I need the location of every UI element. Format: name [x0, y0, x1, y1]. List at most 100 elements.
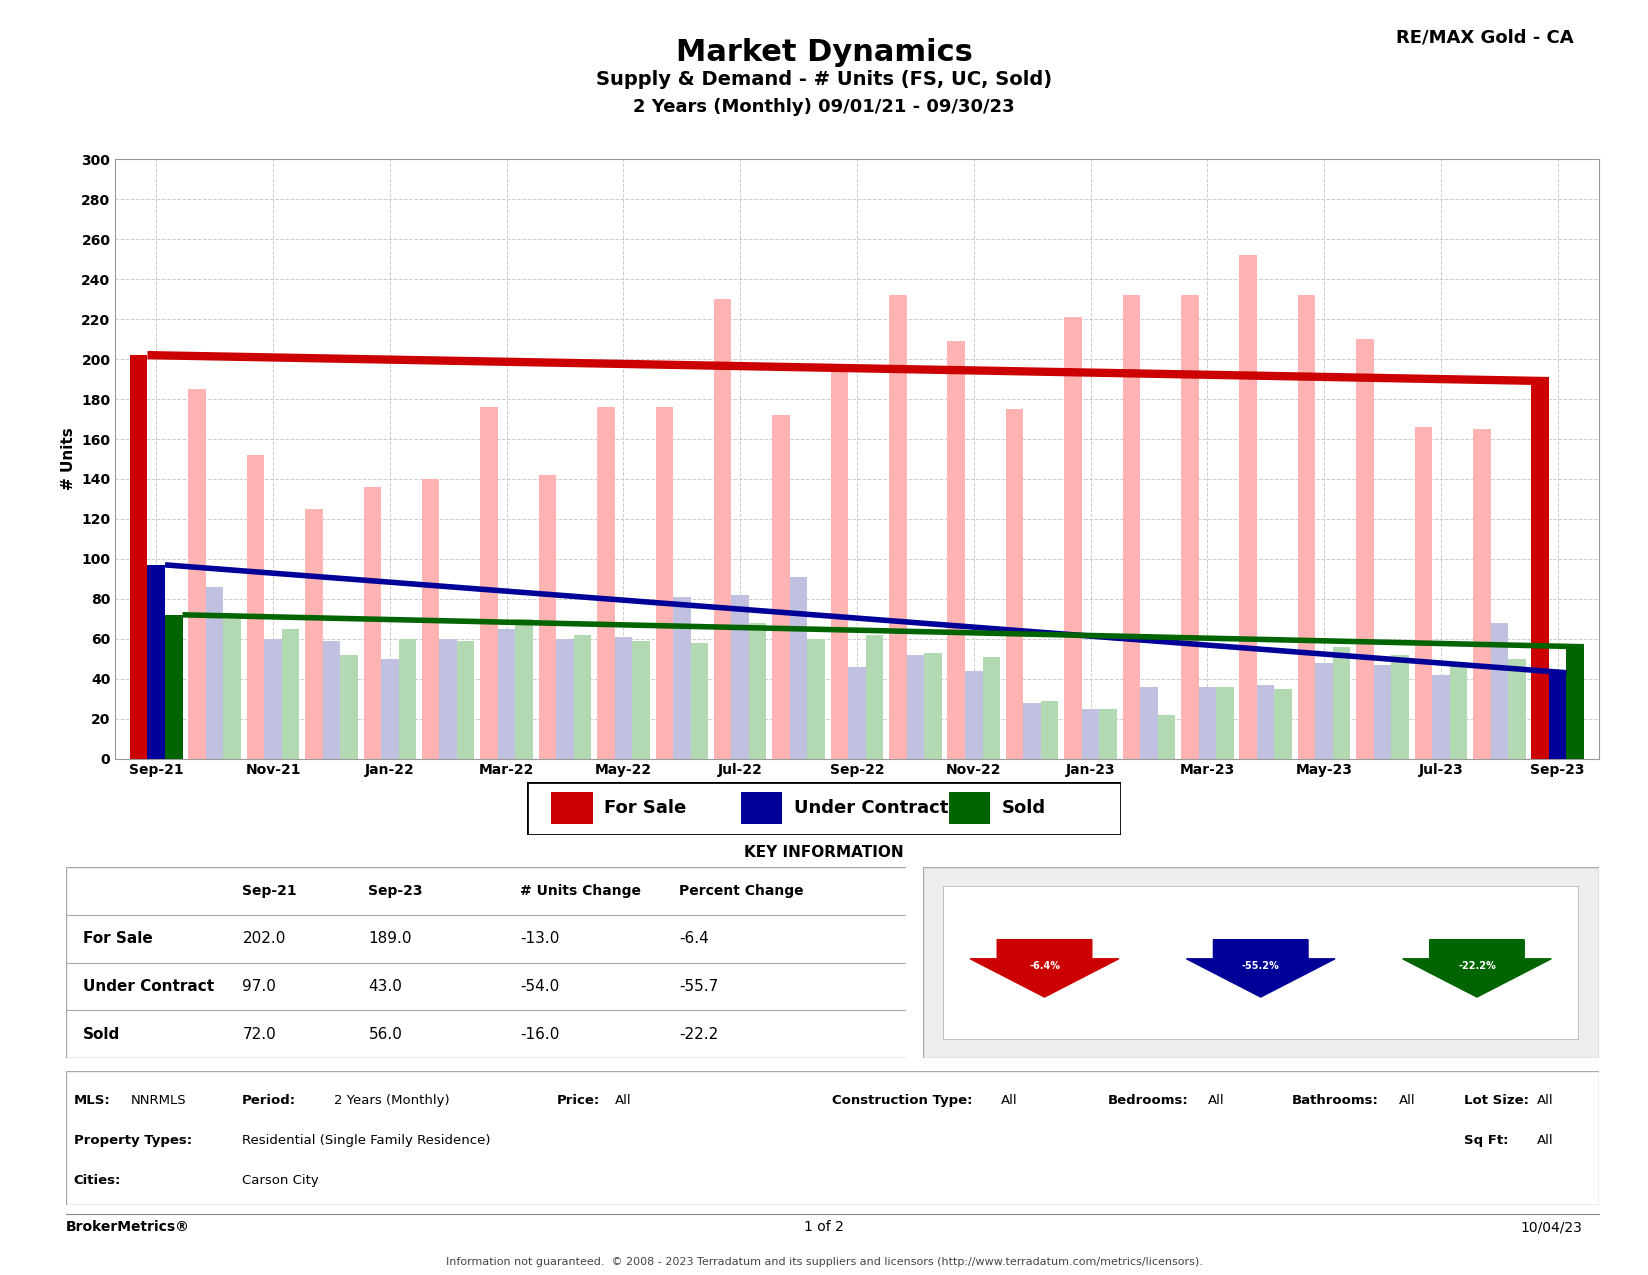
Text: -54.0: -54.0 [519, 979, 559, 995]
Text: For Sale: For Sale [1022, 923, 1066, 933]
FancyArrow shape [971, 940, 1119, 997]
Bar [597, 407, 615, 759]
Text: Sold: Sold [82, 1026, 120, 1042]
Bar [789, 576, 808, 759]
Bar [1473, 428, 1490, 759]
Bar [1257, 685, 1274, 759]
Text: 189.0: 189.0 [369, 931, 412, 946]
Text: Percent Change: Percent Change [679, 884, 804, 898]
Text: 10/04/23: 10/04/23 [1519, 1220, 1582, 1234]
Bar [130, 356, 147, 759]
Text: UC: UC [1252, 923, 1269, 933]
Bar [1065, 317, 1081, 759]
Text: Sold: Sold [1002, 799, 1046, 817]
Bar [456, 641, 475, 759]
Text: 2 Years (Monthly): 2 Years (Monthly) [335, 1094, 450, 1107]
Bar [865, 635, 883, 759]
Bar [633, 641, 649, 759]
Text: RE/MAX Gold - CA: RE/MAX Gold - CA [1396, 28, 1574, 46]
Bar [480, 407, 498, 759]
Text: Supply & Demand - # Units (FS, UC, Sold): Supply & Demand - # Units (FS, UC, Sold) [597, 70, 1051, 89]
Bar [557, 639, 574, 759]
Bar [1531, 381, 1549, 759]
Text: -22.2%: -22.2% [1458, 961, 1496, 972]
Bar [1299, 296, 1315, 759]
Text: NNRMLS: NNRMLS [130, 1094, 186, 1107]
Text: Sold: Sold [1465, 923, 1490, 933]
Bar [1315, 663, 1333, 759]
Bar [943, 886, 1579, 1039]
Bar [1567, 646, 1584, 759]
FancyArrow shape [1402, 940, 1551, 997]
Text: All: All [1399, 1094, 1416, 1107]
Bar [1042, 701, 1058, 759]
Bar [539, 476, 557, 759]
Bar [982, 657, 1000, 759]
Text: 1 of 2: 1 of 2 [804, 1220, 844, 1234]
Text: Bedrooms:: Bedrooms: [1107, 1094, 1188, 1107]
Text: -55.7: -55.7 [679, 979, 719, 995]
Bar [1023, 703, 1042, 759]
Bar [925, 653, 941, 759]
Bar [147, 565, 165, 759]
Bar [672, 597, 691, 759]
Y-axis label: # Units: # Units [61, 427, 76, 491]
Text: Residential (Single Family Residence): Residential (Single Family Residence) [242, 1135, 491, 1148]
Text: All: All [1538, 1135, 1554, 1148]
Text: Sq Ft:: Sq Ft: [1463, 1135, 1508, 1148]
Text: -55.2%: -55.2% [1243, 961, 1279, 972]
Text: -13.0: -13.0 [519, 931, 559, 946]
Text: -6.4: -6.4 [679, 931, 709, 946]
Bar [1140, 687, 1157, 759]
Bar [831, 367, 849, 759]
Bar [966, 671, 982, 759]
Bar [1274, 688, 1292, 759]
Bar [516, 618, 532, 759]
Text: Under Contract: Under Contract [82, 979, 214, 995]
Bar [849, 667, 865, 759]
Bar [1356, 339, 1374, 759]
Bar [808, 639, 826, 759]
Bar [1450, 664, 1467, 759]
Text: Cities:: Cities: [74, 1174, 120, 1187]
Text: -22.2: -22.2 [679, 1026, 719, 1042]
Text: Price:: Price: [557, 1094, 600, 1107]
Bar [574, 635, 592, 759]
Bar [906, 655, 925, 759]
Bar [1122, 296, 1140, 759]
Bar [440, 639, 456, 759]
Bar [130, 356, 147, 759]
Bar [188, 389, 206, 759]
Bar [339, 655, 358, 759]
Bar [323, 641, 339, 759]
Text: 43.0: 43.0 [369, 979, 402, 995]
Text: # Units Change: # Units Change [519, 884, 641, 898]
Text: Under Contract: Under Contract [794, 799, 949, 817]
Bar [165, 615, 183, 759]
Bar [206, 586, 224, 759]
Bar [1508, 659, 1526, 759]
Bar [948, 342, 966, 759]
Bar [732, 595, 748, 759]
Text: -6.4%: -6.4% [1028, 961, 1060, 972]
Bar [364, 487, 381, 759]
Bar [1414, 427, 1432, 759]
Bar [224, 618, 241, 759]
Bar [282, 629, 300, 759]
Bar [1081, 709, 1099, 759]
Text: KEY INFORMATION: KEY INFORMATION [745, 845, 903, 861]
Text: All: All [1000, 1094, 1017, 1107]
Text: MLS:: MLS: [74, 1094, 110, 1107]
Text: Information not guaranteed.  © 2008 - 2023 Terradatum and its suppliers and lice: Information not guaranteed. © 2008 - 202… [445, 1257, 1203, 1267]
Bar [1549, 673, 1567, 759]
FancyArrow shape [1187, 940, 1335, 997]
Text: Period:: Period: [242, 1094, 297, 1107]
Bar [1567, 646, 1584, 759]
Bar [691, 643, 709, 759]
Bar [1005, 409, 1023, 759]
Text: 97.0: 97.0 [242, 979, 277, 995]
Text: For Sale: For Sale [605, 799, 687, 817]
Bar [1182, 296, 1198, 759]
Bar [888, 296, 906, 759]
Text: Property Types:: Property Types: [74, 1135, 191, 1148]
